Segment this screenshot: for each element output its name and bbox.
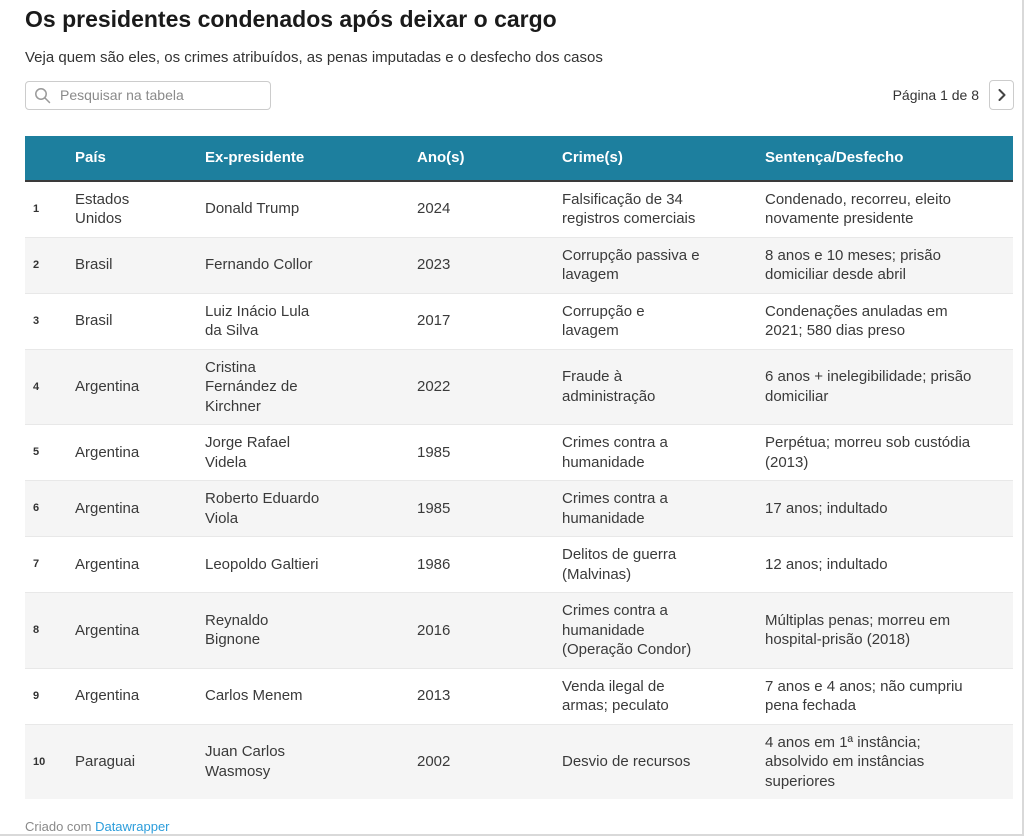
cell-row-number: 5	[25, 424, 75, 481]
cell-sentenca-desfecho: 8 anos e 10 meses; prisão domiciliar des…	[765, 236, 1013, 294]
table-row: 8 Argentina Reynaldo Bignone 2016 Crimes con…	[25, 592, 1013, 669]
cell-sentenca-desfecho: 12 anos; indultado	[765, 536, 1013, 593]
cell-ex-presidente: Carlos Menem	[205, 667, 417, 725]
next-page-button[interactable]	[989, 80, 1014, 111]
cell-pais: Argentina	[75, 424, 205, 481]
cell-anos: 2016	[417, 592, 562, 669]
table-row: 2 Brasil Fernando Collor 2023 Corrupção pass…	[25, 236, 1013, 294]
cell-row-number: 7	[25, 536, 75, 593]
cell-pais: Estados Unidos	[75, 190, 130, 228]
cell-crimes: Falsificação de 34 registros comerciais	[562, 190, 696, 228]
column-header-sentenca-desfecho: Sentença/Desfecho	[765, 136, 1013, 182]
table-row: 9 Argentina Carlos Menem 2013 Venda ilegal d…	[25, 667, 1013, 725]
cell-crimes: Delitos de guerra (Malvinas)	[562, 536, 765, 593]
cell-crimes: Fraude à administração	[562, 348, 765, 425]
data-table: País Ex-presidente Ano(s) Crime(s) Sentença/…	[25, 136, 1013, 800]
cell-sentenca-desfecho: 7 anos e 4 anos; não cumpriu pena fechad…	[765, 667, 1013, 725]
pagination-status: Página 1 de 8	[892, 87, 979, 104]
cell-anos: 2024	[417, 200, 451, 218]
pagination: Página 1 de 8	[892, 80, 1014, 111]
table-controls: Página 1 de 8	[25, 80, 1014, 111]
cell-sentenca-desfecho: 17 anos; indultado	[765, 480, 1013, 537]
cell-row-number: 8	[25, 592, 75, 669]
cell-pais: Paraguai	[75, 723, 205, 800]
cell-row-number: 6	[25, 480, 75, 537]
cell-sentenca-desfecho: Condenações anuladas em 2021; 580 dias p…	[765, 292, 1013, 350]
cell-sentenca-desfecho: Condenado, recorreu, eleito novamente pr…	[765, 190, 951, 228]
search-box	[25, 80, 271, 110]
cell-pais: Argentina	[75, 536, 205, 593]
cell-pais: Argentina	[75, 480, 205, 537]
cell-pais: Argentina	[75, 348, 205, 425]
cell-ex-presidente: Fernando Collor	[205, 236, 417, 294]
cell-crimes: Crimes contra a humanidade (Operação Con…	[562, 592, 765, 669]
table-row: 4 Argentina Cristina Fernández de Kirchner…	[25, 348, 1013, 425]
cell-ex-presidente: Cristina Fernández de Kirchner	[205, 348, 417, 425]
cell-pais: Brasil	[75, 292, 205, 350]
cell-sentenca-desfecho: 4 anos em 1ª instância; absolvido em ins…	[765, 723, 1013, 800]
cell-anos: 2022	[417, 348, 562, 425]
cell-ex-presidente: Juan Carlos Wasmosy	[205, 723, 417, 800]
credit-text: Criado com	[25, 819, 96, 835]
cell-crimes: Crimes contra a humanidade	[562, 424, 765, 481]
cell-pais: Brasil	[75, 236, 205, 294]
cell-anos: 1985	[417, 424, 562, 481]
cell-row-number: 3	[25, 292, 75, 350]
cell-anos: 1985	[417, 480, 562, 537]
cell-ex-presidente: Reynaldo Bignone	[205, 592, 417, 669]
column-header-pais: País	[75, 136, 205, 182]
column-header-crimes: Crime(s)	[562, 136, 765, 182]
cell-row-number: 9	[25, 667, 75, 725]
cell-ex-presidente: Luiz Inácio Lula da Silva	[205, 292, 417, 350]
cell-row-number: 2	[25, 236, 75, 294]
cell-crimes: Corrupção e lavagem	[562, 292, 765, 350]
table-row: 7 Argentina Leopoldo Galtieri 1986 Delitos d…	[25, 536, 1013, 593]
cell-ex-presidente: Donald Trump	[205, 200, 300, 218]
cell-anos: 1986	[417, 536, 562, 593]
cell-ex-presidente: Roberto Eduardo Viola	[205, 480, 417, 537]
search-input[interactable]	[58, 86, 262, 105]
page-subtitle: Veja quem são eles, os crimes atribuídos…	[25, 48, 603, 66]
cell-crimes: Venda ilegal de armas; peculato	[562, 667, 765, 725]
cell-crimes: Crimes contra a humanidade	[562, 480, 765, 537]
attribution: Criado com Datawrapper	[25, 819, 1014, 834]
table-body: 1 Estados Unidos Donald Trump 2024 Falsifica…	[25, 180, 1013, 800]
cell-sentenca-desfecho: Perpétua; morreu sob custódia (2013)	[765, 424, 1013, 481]
cell-crimes: Desvio de recursos	[562, 723, 765, 800]
cell-row-number: 10	[25, 723, 75, 800]
cell-anos: 2013	[417, 667, 562, 725]
cell-pais: Argentina	[75, 667, 205, 725]
column-header-anos: Ano(s)	[417, 136, 562, 182]
cell-sentenca-desfecho: 6 anos + inelegibilidade; prisão domicil…	[765, 348, 1013, 425]
cell-sentenca-desfecho: Múltiplas penas; morreu em hospital-pris…	[765, 592, 1013, 669]
cell-anos: 2023	[417, 236, 562, 294]
datawrapper-link[interactable]: Datawrapper	[95, 819, 170, 835]
column-header-row-number	[25, 136, 75, 182]
cell-ex-presidente: Leopoldo Galtieri	[205, 536, 417, 593]
search-icon	[35, 87, 51, 103]
cell-ex-presidente: Jorge Rafael Videla	[205, 424, 417, 481]
cell-pais: Argentina	[75, 592, 205, 669]
table-row: 5 Argentina Jorge Rafael Videla 1985 Crimes …	[25, 424, 1013, 481]
cell-crimes: Corrupção passiva e lavagem	[562, 236, 765, 294]
table-row: 3 Brasil Luiz Inácio Lula da Silva 2017 Corr…	[25, 292, 1013, 350]
column-header-ex-presidente: Ex-presidente	[205, 136, 417, 182]
cell-row-number: 1	[33, 202, 40, 215]
cell-anos: 2017	[417, 292, 562, 350]
chevron-right-icon	[998, 89, 1005, 102]
table-row: 10 Paraguai Juan Carlos Wasmosy 2002 Desvio …	[25, 723, 1013, 800]
table-row: 1 Estados Unidos Donald Trump 2024 Falsifica…	[25, 180, 1013, 238]
table-header-row: País Ex-presidente Ano(s) Crime(s) Sentença/…	[25, 136, 1013, 182]
cell-anos: 2002	[417, 723, 562, 800]
table-row: 6 Argentina Roberto Eduardo Viola 1985 Crime…	[25, 480, 1013, 537]
page-title: Os presidentes condenados após deixar o …	[25, 6, 557, 32]
cell-row-number: 4	[25, 348, 75, 425]
